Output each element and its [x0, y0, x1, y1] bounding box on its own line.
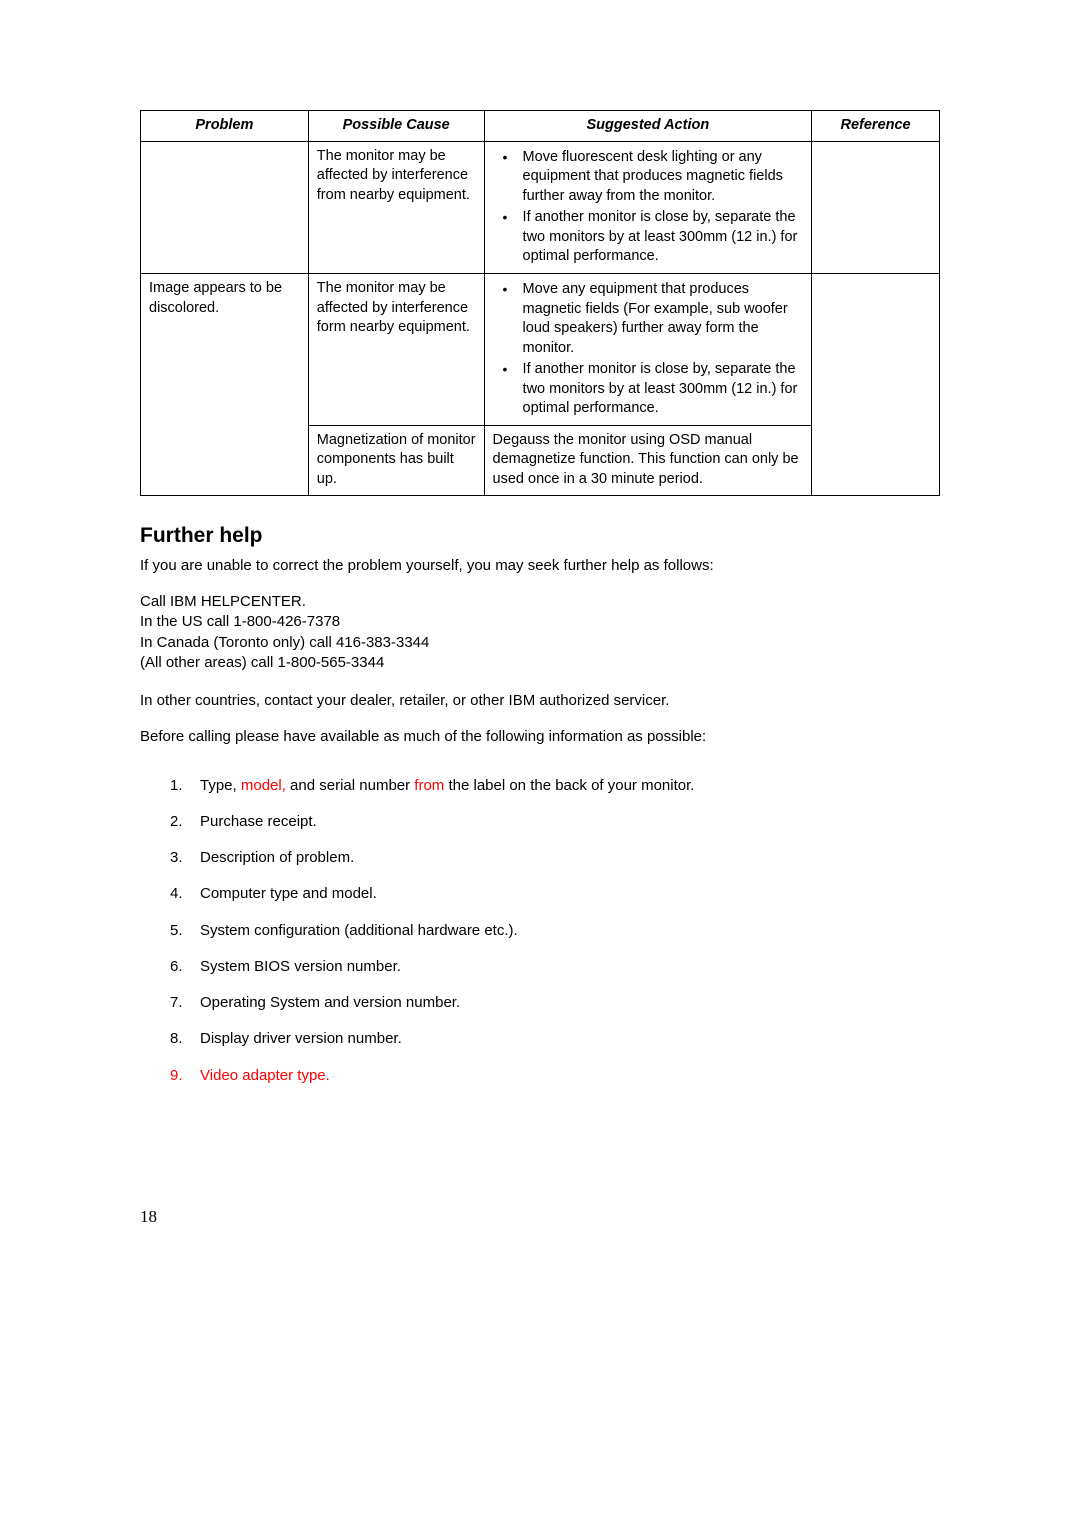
further-help-heading: Further help — [140, 522, 940, 550]
table-row: Image appears to be discolored. The moni… — [141, 273, 940, 425]
th-cause: Possible Cause — [308, 111, 484, 142]
cell-action: Move any equipment that produces magneti… — [484, 273, 812, 425]
contact-block: Call IBM HELPCENTER. In the US call 1-80… — [140, 592, 940, 673]
li-text: and serial number — [286, 777, 414, 794]
list-item: 2.Purchase receipt. — [170, 812, 940, 832]
li-text: Purchase receipt. — [200, 813, 317, 830]
th-ref: Reference — [812, 111, 940, 142]
li-text: Operating System and version number. — [200, 994, 460, 1011]
action-bullet: If another monitor is close by, separate… — [493, 359, 804, 420]
list-item: 6.System BIOS version number. — [170, 957, 940, 977]
li-text: the label on the back of your monitor. — [444, 777, 694, 794]
action-bullet: Move any equipment that produces magneti… — [493, 279, 804, 359]
cell-cause: The monitor may be affected by interfere… — [308, 273, 484, 425]
li-text-red: from — [414, 777, 444, 794]
cell-ref — [812, 141, 940, 273]
cell-problem: Image appears to be discolored. — [141, 273, 309, 495]
further-help-intro: If you are unable to correct the problem… — [140, 556, 940, 576]
cell-cause: Magnetization of monitor components has … — [308, 425, 484, 495]
contact-line: Call IBM HELPCENTER. — [140, 592, 940, 612]
li-text-red: Video adapter type. — [200, 1067, 330, 1084]
list-item: 8.Display driver version number. — [170, 1029, 940, 1049]
cell-action: Move fluorescent desk lighting or any eq… — [484, 141, 812, 273]
th-problem: Problem — [141, 111, 309, 142]
list-item: 1.Type, model, and serial number from th… — [170, 776, 940, 796]
info-list: 1.Type, model, and serial number from th… — [140, 776, 940, 1086]
list-item: 5.System configuration (additional hardw… — [170, 921, 940, 941]
list-item: 4.Computer type and model. — [170, 884, 940, 904]
li-text: Display driver version number. — [200, 1030, 402, 1047]
li-text: System BIOS version number. — [200, 958, 401, 975]
page-number: 18 — [140, 1206, 940, 1229]
li-num-red: 9. — [170, 1066, 183, 1086]
th-action: Suggested Action — [484, 111, 812, 142]
other-countries-text: In other countries, contact your dealer,… — [140, 691, 940, 711]
li-text: Description of problem. — [200, 849, 354, 866]
cell-cause: The monitor may be affected by interfere… — [308, 141, 484, 273]
action-bullet: If another monitor is close by, separate… — [493, 207, 804, 268]
list-item: 3.Description of problem. — [170, 848, 940, 868]
troubleshooting-table: Problem Possible Cause Suggested Action … — [140, 110, 940, 496]
li-text-red: model, — [241, 777, 286, 794]
cell-action: Degauss the monitor using OSD manual dem… — [484, 425, 812, 495]
contact-line: In Canada (Toronto only) call 416-383-33… — [140, 633, 940, 653]
li-text: Computer type and model. — [200, 885, 377, 902]
li-text: System configuration (additional hardwar… — [200, 922, 518, 939]
table-row: The monitor may be affected by interfere… — [141, 141, 940, 273]
contact-line: (All other areas) call 1-800-565-3344 — [140, 653, 940, 673]
before-calling-text: Before calling please have available as … — [140, 727, 940, 747]
cell-ref — [812, 273, 940, 495]
action-bullet: Move fluorescent desk lighting or any eq… — [493, 147, 804, 208]
li-text: Type, — [200, 777, 241, 794]
contact-line: In the US call 1-800-426-7378 — [140, 612, 940, 632]
list-item: 7.Operating System and version number. — [170, 993, 940, 1013]
list-item: 9. Video adapter type. — [170, 1066, 940, 1086]
cell-problem — [141, 141, 309, 273]
